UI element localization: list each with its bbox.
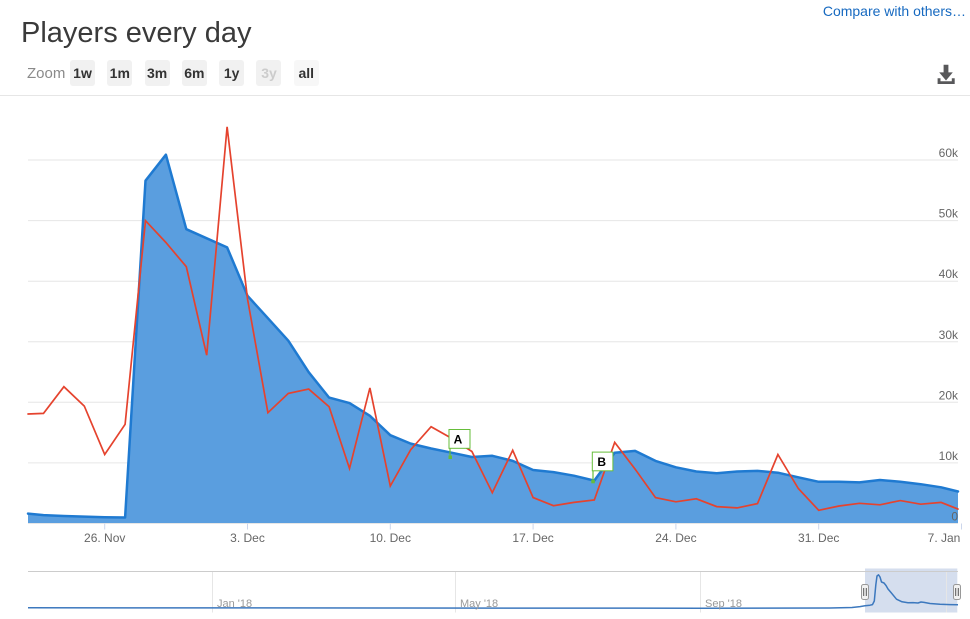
svg-text:Jan '18: Jan '18 [217,598,252,610]
svg-text:26. Nov: 26. Nov [84,531,125,545]
svg-text:50k: 50k [939,207,959,221]
svg-text:10k: 10k [939,449,959,463]
svg-text:30k: 30k [939,328,959,342]
svg-text:40k: 40k [939,267,959,281]
svg-text:10. Dec: 10. Dec [370,531,411,545]
svg-text:Sep '18: Sep '18 [705,598,742,610]
svg-text:A: A [454,432,463,446]
svg-text:31. Dec: 31. Dec [798,531,839,545]
svg-text:3. Dec: 3. Dec [230,531,265,545]
svg-text:17. Dec: 17. Dec [512,531,553,545]
svg-text:May '18: May '18 [460,598,498,610]
svg-text:7. Jan: 7. Jan [928,531,961,545]
svg-text:0: 0 [951,510,958,524]
svg-text:20k: 20k [939,388,959,402]
svg-text:60k: 60k [939,146,959,160]
svg-text:B: B [597,455,606,469]
svg-text:24. Dec: 24. Dec [655,531,696,545]
